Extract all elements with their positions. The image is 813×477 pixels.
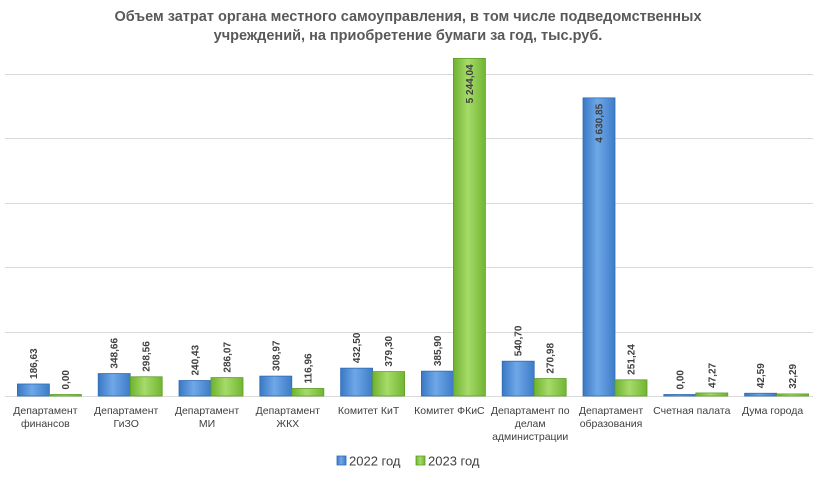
category-label-5: Комитет КиТ bbox=[338, 405, 400, 417]
gridlines bbox=[5, 74, 813, 397]
data-label-2022-7: 540,70 bbox=[514, 325, 525, 356]
data-label-2023-7: 270,98 bbox=[546, 343, 557, 374]
bar-2023-10 bbox=[776, 393, 809, 397]
category-label-7: Департамент по bbox=[491, 405, 570, 417]
bar-2022-3 bbox=[178, 380, 212, 397]
legend-label-2023: 2023 год bbox=[428, 454, 480, 469]
category-label-9: Счетная палата bbox=[653, 405, 730, 417]
bar-2023-7 bbox=[533, 378, 567, 397]
data-label-2023-6: 5 244,04 bbox=[465, 64, 476, 103]
category-label-3: МИ bbox=[199, 418, 215, 430]
data-label-2022-10: 42,59 bbox=[756, 363, 767, 388]
data-label-2023-10: 32,29 bbox=[788, 363, 799, 388]
category-label-8: образования bbox=[580, 418, 643, 430]
bar-2022-6 bbox=[420, 370, 454, 397]
category-label-3: Департамент bbox=[175, 405, 239, 417]
bar-2023-1 bbox=[49, 394, 82, 397]
bar-2023-6 bbox=[452, 57, 486, 397]
data-label-2023-2: 298,56 bbox=[142, 341, 153, 372]
category-label-1: Департамент bbox=[13, 405, 77, 417]
bars bbox=[16, 57, 809, 397]
data-label-2022-6: 385,90 bbox=[433, 335, 444, 366]
legend-swatch-2022 bbox=[336, 455, 347, 466]
data-label-2023-3: 286,07 bbox=[223, 342, 234, 373]
bar-2022-9 bbox=[663, 394, 697, 397]
category-label-6: Комитет ФКиС bbox=[414, 405, 485, 417]
legend: 2022 год 2023 год bbox=[336, 454, 480, 469]
data-label-2023-4: 116,96 bbox=[303, 353, 314, 383]
bar-2023-2 bbox=[129, 376, 163, 397]
bar-2023-9 bbox=[695, 392, 729, 397]
category-axis: ДепартаментфинансовДепартаментГиЗОДепарт… bbox=[13, 405, 803, 443]
legend-swatch-2023 bbox=[415, 455, 426, 466]
bar-2022-5 bbox=[340, 367, 374, 397]
data-label-2022-8: 4 630,85 bbox=[595, 103, 606, 142]
data-label-2023-8: 251,24 bbox=[627, 344, 638, 375]
chart-title-line: Объем затрат органа местного самоуправле… bbox=[114, 9, 701, 25]
category-label-1: финансов bbox=[21, 418, 70, 430]
category-label-2: Департамент bbox=[94, 405, 158, 417]
bar-2022-10 bbox=[744, 392, 777, 397]
legend-label-2022: 2022 год bbox=[349, 454, 401, 469]
category-label-10: Дума города bbox=[742, 405, 803, 417]
data-label-2023-5: 379,30 bbox=[384, 336, 395, 367]
data-label-2022-9: 0,00 bbox=[675, 370, 686, 390]
category-label-7: делам bbox=[515, 418, 546, 430]
data-labels: 186,63 0,00 348,66 298,56 240,43 286,07 308,97… bbox=[29, 64, 799, 390]
bar-2023-4 bbox=[291, 388, 325, 397]
bar-2023-8 bbox=[614, 379, 648, 397]
data-label-2023-9: 47,27 bbox=[707, 362, 718, 387]
bar-2023-5 bbox=[372, 371, 406, 397]
chart-title-line: учреждений, на приобретение бумаги за го… bbox=[214, 28, 603, 44]
data-label-2022-2: 348,66 bbox=[110, 338, 121, 369]
data-label-2022-1: 186,63 bbox=[29, 348, 40, 379]
bar-2022-2 bbox=[97, 373, 131, 397]
category-label-2: ГиЗО bbox=[114, 418, 139, 430]
bar-2022-1 bbox=[16, 383, 50, 397]
category-label-4: ЖКХ bbox=[276, 418, 299, 430]
bar-2022-7 bbox=[501, 360, 535, 397]
bar-2023-3 bbox=[210, 377, 244, 397]
category-label-4: Департамент bbox=[256, 405, 320, 417]
bar-2022-8 bbox=[582, 97, 616, 397]
bar-2022-4 bbox=[259, 375, 293, 397]
chart-title: Объем затрат органа местного самоуправле… bbox=[114, 9, 701, 44]
data-label-2023-1: 0,00 bbox=[61, 370, 72, 390]
data-label-2022-4: 308,97 bbox=[271, 340, 282, 371]
data-label-2022-5: 432,50 bbox=[352, 332, 363, 363]
category-label-8: Департамент bbox=[579, 405, 643, 417]
category-label-7: администрации bbox=[492, 431, 568, 443]
data-label-2022-3: 240,43 bbox=[191, 344, 202, 375]
